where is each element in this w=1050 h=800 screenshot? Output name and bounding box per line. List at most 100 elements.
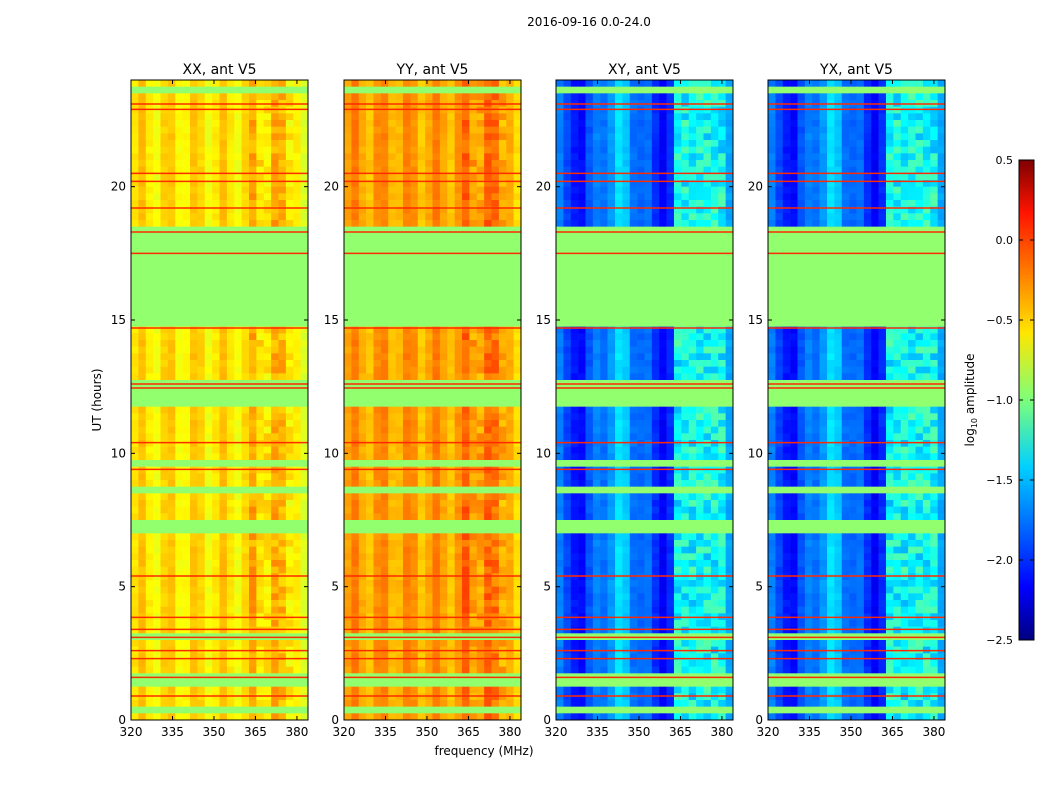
heatmap-cell xyxy=(204,153,213,161)
heatmap-cell xyxy=(167,446,176,454)
heatmap-cell xyxy=(491,273,500,281)
heatmap-cell xyxy=(190,206,198,214)
heatmap-cell xyxy=(131,713,139,721)
heatmap-cell xyxy=(659,106,667,114)
heatmap-cell xyxy=(175,433,183,441)
heatmap-cell xyxy=(249,346,257,354)
heatmap-cell xyxy=(234,386,242,394)
heatmap-cell xyxy=(373,660,382,667)
heatmap-cell xyxy=(131,246,139,254)
heatmap-cell xyxy=(300,413,309,421)
heatmap-cell xyxy=(395,166,404,174)
heatmap-cell xyxy=(454,340,463,347)
heatmap-cell xyxy=(226,413,235,421)
heatmap-cell xyxy=(197,553,206,561)
heatmap-cell xyxy=(351,106,360,114)
heatmap-cell xyxy=(226,273,235,281)
heatmap-cell xyxy=(182,106,191,114)
heatmap-cell xyxy=(234,293,242,301)
heatmap-cell xyxy=(293,546,301,554)
heatmap-cell xyxy=(410,533,419,541)
heatmap-cell xyxy=(145,373,154,381)
heatmap-cell xyxy=(439,346,448,354)
heatmap-cell xyxy=(476,586,485,594)
heatmap-cell xyxy=(491,433,500,441)
heatmap-cell xyxy=(696,86,704,94)
heatmap-cell xyxy=(263,306,272,314)
heatmap-cell xyxy=(219,260,228,267)
heatmap-cell xyxy=(570,140,579,147)
heatmap-cell xyxy=(226,706,235,714)
heatmap-cell xyxy=(285,360,294,367)
heatmap-cell xyxy=(167,460,176,467)
heatmap-cell xyxy=(366,293,374,301)
heatmap-cell xyxy=(131,286,139,294)
heatmap-cell xyxy=(190,386,198,394)
heatmap-cell xyxy=(249,606,257,614)
heatmap-cell xyxy=(491,353,500,361)
heatmap-cell xyxy=(469,306,478,314)
heatmap-cell xyxy=(167,133,176,141)
heatmap-cell xyxy=(469,186,478,194)
heatmap-cell xyxy=(182,246,191,254)
heatmap-cell xyxy=(491,366,500,374)
heatmap-cell xyxy=(462,600,470,607)
heatmap-cell xyxy=(380,546,389,554)
heatmap-cell xyxy=(462,393,470,401)
heatmap-cell xyxy=(380,513,389,521)
heatmap-cell xyxy=(263,360,272,367)
heatmap-cell xyxy=(395,640,404,647)
heatmap-cell xyxy=(197,540,206,547)
heatmap-cell xyxy=(425,533,433,541)
heatmap-cell xyxy=(167,340,176,347)
heatmap-cell xyxy=(285,446,294,454)
heatmap-cell xyxy=(300,566,309,574)
heatmap-cell xyxy=(226,580,235,587)
heatmap-cell xyxy=(498,526,507,534)
heatmap-cell xyxy=(153,693,161,701)
heatmap-cell xyxy=(373,680,382,687)
heatmap-cell xyxy=(300,513,309,521)
heatmap-cell xyxy=(615,153,623,161)
heatmap-cell xyxy=(212,413,220,421)
heatmap-cell xyxy=(462,126,470,134)
heatmap-cell xyxy=(425,286,433,294)
heatmap-cell xyxy=(373,460,382,467)
heatmap-cell xyxy=(234,553,242,561)
heatmap-cell xyxy=(212,86,220,94)
heatmap-cell xyxy=(462,653,470,661)
heatmap-cell xyxy=(380,166,389,174)
heatmap-cell xyxy=(403,346,411,354)
heatmap-cell xyxy=(498,293,507,301)
heatmap-cell xyxy=(476,453,485,461)
heatmap-cell xyxy=(681,113,690,121)
heatmap-cell xyxy=(417,693,426,701)
heatmap-cell xyxy=(300,480,309,487)
heatmap-cell xyxy=(674,120,682,127)
heatmap-cell xyxy=(344,226,352,234)
heatmap-cell xyxy=(417,426,426,434)
heatmap-cell xyxy=(395,233,404,241)
heatmap-cell xyxy=(498,660,507,667)
heatmap-cell xyxy=(462,160,470,167)
panel-title: XX, ant V5 xyxy=(183,62,257,78)
heatmap-cell xyxy=(256,360,265,367)
heatmap-cell xyxy=(388,233,396,241)
heatmap-cell xyxy=(278,580,287,587)
heatmap-cell xyxy=(204,466,213,474)
heatmap-cell xyxy=(344,133,352,141)
heatmap-cell xyxy=(447,593,455,601)
heatmap-cell xyxy=(226,286,235,294)
heatmap-cell xyxy=(153,500,161,507)
heatmap-cell xyxy=(454,526,463,534)
heatmap-cell xyxy=(138,80,147,87)
heatmap-cell xyxy=(373,140,382,147)
heatmap-cell xyxy=(138,480,147,487)
heatmap-cell xyxy=(263,473,272,481)
heatmap-cell xyxy=(263,386,272,394)
heatmap-cell xyxy=(249,593,257,601)
heatmap-cell xyxy=(629,86,638,94)
heatmap-cell xyxy=(403,220,411,227)
heatmap-cell xyxy=(344,533,352,541)
